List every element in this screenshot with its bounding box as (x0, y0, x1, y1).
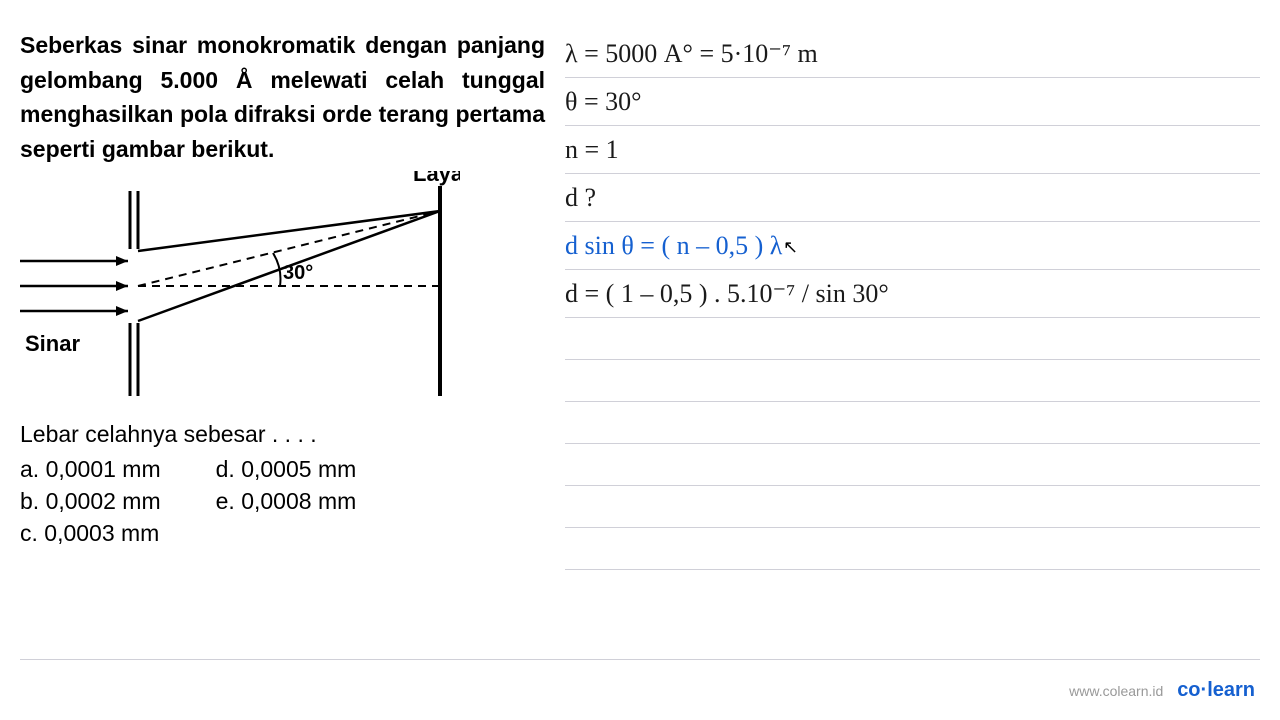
diffraction-diagram: Layar Sinar (20, 171, 460, 411)
answer-options: a. 0,0001 mm b. 0,0002 mm c. 0,0003 mm d… (20, 456, 545, 547)
work-line-empty (565, 360, 1260, 402)
work-line-empty (565, 528, 1260, 570)
work-line-empty (565, 318, 1260, 360)
options-col-left: a. 0,0001 mm b. 0,0002 mm c. 0,0003 mm (20, 456, 161, 547)
work-line-3: n = 1 (565, 126, 1260, 174)
bottom-divider (20, 659, 1260, 660)
work-line-1: λ = 5000 A° = 5·10⁻⁷ m (565, 30, 1260, 78)
footer: www.colearn.id co·learn (1069, 679, 1255, 702)
problem-panel: Seberkas sinar monokromatik dengan panja… (0, 0, 555, 720)
work-line-6: d = ( 1 – 0,5 ) . 5.10⁻⁷ / sin 30° (565, 270, 1260, 318)
option-e: e. 0,0008 mm (216, 488, 357, 515)
option-b: b. 0,0002 mm (20, 488, 161, 515)
footer-logo: co·learn (1177, 679, 1255, 701)
work-line-empty (565, 402, 1260, 444)
sinar-label: Sinar (25, 331, 80, 356)
question-text: Lebar celahnya sebesar . . . . (20, 421, 545, 448)
problem-statement: Seberkas sinar monokromatik dengan panja… (20, 28, 545, 166)
cursor-icon: ↖ (783, 234, 798, 261)
option-c: c. 0,0003 mm (20, 520, 161, 547)
work-panel: λ = 5000 A° = 5·10⁻⁷ m θ = 30° n = 1 d ?… (555, 0, 1280, 720)
angle-label: 30° (283, 262, 313, 284)
work-line-4: d ? (565, 174, 1260, 222)
work-line-empty (565, 444, 1260, 486)
work-line-empty (565, 486, 1260, 528)
footer-url: www.colearn.id (1069, 683, 1163, 699)
layar-label: Layar (413, 171, 460, 186)
options-col-right: d. 0,0005 mm e. 0,0008 mm (216, 456, 357, 547)
work-line-2: θ = 30° (565, 78, 1260, 126)
option-d: d. 0,0005 mm (216, 456, 357, 483)
work-line-5: d sin θ = ( n – 0,5 ) λ ↖ (565, 222, 1260, 270)
option-a: a. 0,0001 mm (20, 456, 161, 483)
